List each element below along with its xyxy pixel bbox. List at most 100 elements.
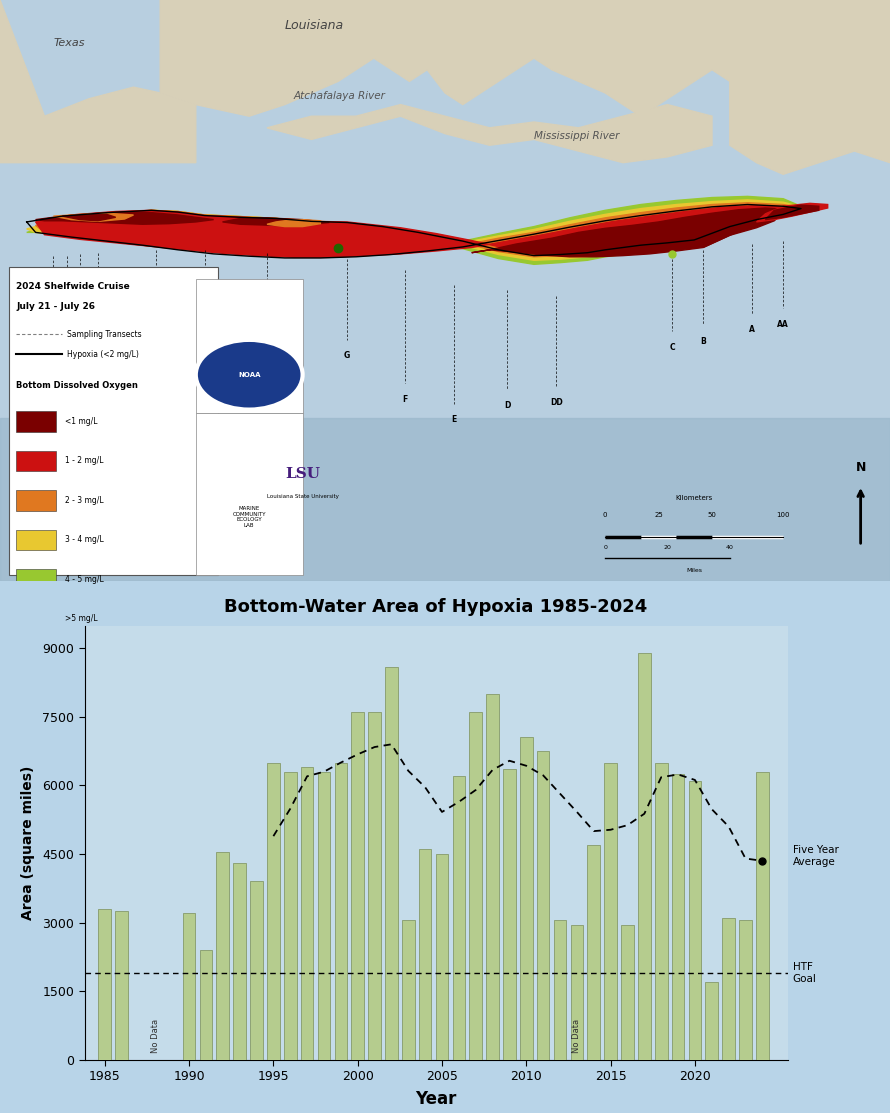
Polygon shape xyxy=(765,205,819,219)
Text: 25: 25 xyxy=(654,512,663,518)
Bar xyxy=(604,762,617,1060)
Bar xyxy=(352,712,364,1060)
Text: AA: AA xyxy=(777,319,789,328)
Text: 3 - 4 mg/L: 3 - 4 mg/L xyxy=(65,535,104,544)
Bar xyxy=(16,570,56,590)
Bar xyxy=(368,712,381,1060)
Polygon shape xyxy=(36,203,801,257)
Polygon shape xyxy=(53,214,134,221)
Text: P: P xyxy=(64,346,69,355)
Bar xyxy=(16,412,56,432)
Text: A: A xyxy=(749,325,755,334)
Bar xyxy=(16,609,56,629)
Text: Hypoxia (<2 mg/L): Hypoxia (<2 mg/L) xyxy=(67,349,139,358)
Bar xyxy=(638,653,651,1060)
Y-axis label: Area (square miles): Area (square miles) xyxy=(21,766,36,919)
X-axis label: Year: Year xyxy=(416,1090,457,1107)
Polygon shape xyxy=(27,196,801,265)
Text: 40: 40 xyxy=(726,545,733,550)
Bar xyxy=(16,451,56,471)
Text: Miles: Miles xyxy=(686,569,702,573)
Text: K: K xyxy=(95,368,101,378)
Circle shape xyxy=(196,339,303,410)
Bar xyxy=(301,767,313,1060)
Polygon shape xyxy=(36,213,214,224)
Text: 4 - 5 mg/L: 4 - 5 mg/L xyxy=(65,574,104,583)
Text: Louisiana: Louisiana xyxy=(285,19,344,32)
Bar xyxy=(419,849,432,1060)
Polygon shape xyxy=(267,219,320,227)
Bar xyxy=(284,771,296,1060)
Text: Atchafalaya River: Atchafalaya River xyxy=(294,91,385,101)
Text: 100: 100 xyxy=(776,512,790,518)
Polygon shape xyxy=(267,105,712,162)
Text: HTF
Goal: HTF Goal xyxy=(793,962,817,984)
Text: Texas: Texas xyxy=(53,39,85,49)
Polygon shape xyxy=(62,215,116,220)
Bar xyxy=(689,781,701,1060)
Bar xyxy=(486,695,499,1060)
Text: No Data: No Data xyxy=(151,1018,160,1053)
Text: F: F xyxy=(402,395,408,404)
Bar xyxy=(233,863,246,1060)
Text: 2024 Shelfwide Cruise: 2024 Shelfwide Cruise xyxy=(16,282,130,290)
Text: NOAA: NOAA xyxy=(238,372,261,377)
Text: Five Year
Average: Five Year Average xyxy=(793,845,838,867)
Bar xyxy=(756,771,769,1060)
Bar xyxy=(196,279,303,413)
Bar xyxy=(182,914,196,1060)
Text: B: B xyxy=(700,337,706,346)
Polygon shape xyxy=(703,209,783,247)
Text: Mississippi River: Mississippi River xyxy=(534,131,619,141)
Bar xyxy=(199,949,213,1060)
Bar xyxy=(672,774,684,1060)
Text: No Data: No Data xyxy=(572,1018,581,1053)
Text: S: S xyxy=(51,377,56,386)
Text: C: C xyxy=(669,343,675,352)
Polygon shape xyxy=(160,0,890,128)
Polygon shape xyxy=(27,200,801,260)
Text: Sampling Transects: Sampling Transects xyxy=(67,329,142,338)
Bar xyxy=(587,845,600,1060)
Polygon shape xyxy=(730,0,890,175)
Text: J: J xyxy=(154,352,158,361)
Polygon shape xyxy=(36,206,801,257)
Text: N: N xyxy=(855,461,866,473)
Text: July 21 - July 26: July 21 - July 26 xyxy=(16,302,95,312)
Bar xyxy=(452,776,465,1060)
Polygon shape xyxy=(0,0,196,162)
Bar xyxy=(116,912,128,1060)
Bar xyxy=(469,712,482,1060)
Text: Louisiana State University: Louisiana State University xyxy=(267,494,338,500)
Text: MARINE
COMMUNITY
ECOLOGY
LAB: MARINE COMMUNITY ECOLOGY LAB xyxy=(232,506,266,529)
Text: G: G xyxy=(344,352,351,361)
Text: 0: 0 xyxy=(603,545,607,550)
Bar xyxy=(706,982,718,1060)
Text: D: D xyxy=(504,401,511,410)
Bar xyxy=(318,771,330,1060)
Bar xyxy=(196,413,303,575)
Bar xyxy=(740,920,752,1060)
Text: 50: 50 xyxy=(708,512,716,518)
Text: Bottom Dissolved Oxygen: Bottom Dissolved Oxygen xyxy=(16,381,138,390)
Polygon shape xyxy=(756,204,828,221)
Bar xyxy=(554,920,566,1060)
Text: 0: 0 xyxy=(603,512,608,518)
Text: Kilometers: Kilometers xyxy=(676,494,713,501)
Polygon shape xyxy=(222,218,329,226)
Text: M: M xyxy=(77,346,84,355)
Bar xyxy=(436,854,449,1060)
Bar xyxy=(723,918,735,1060)
Bar xyxy=(267,762,279,1060)
Bar xyxy=(99,909,111,1060)
Polygon shape xyxy=(0,418,890,581)
Bar xyxy=(216,851,229,1060)
Text: 1 - 2 mg/L: 1 - 2 mg/L xyxy=(65,456,103,465)
Text: H: H xyxy=(263,346,271,355)
Bar xyxy=(16,491,56,511)
Bar xyxy=(537,751,549,1060)
Text: I: I xyxy=(203,344,206,353)
Bar xyxy=(16,530,56,550)
Bar xyxy=(9,267,218,575)
Text: >5 mg/L: >5 mg/L xyxy=(65,614,98,623)
